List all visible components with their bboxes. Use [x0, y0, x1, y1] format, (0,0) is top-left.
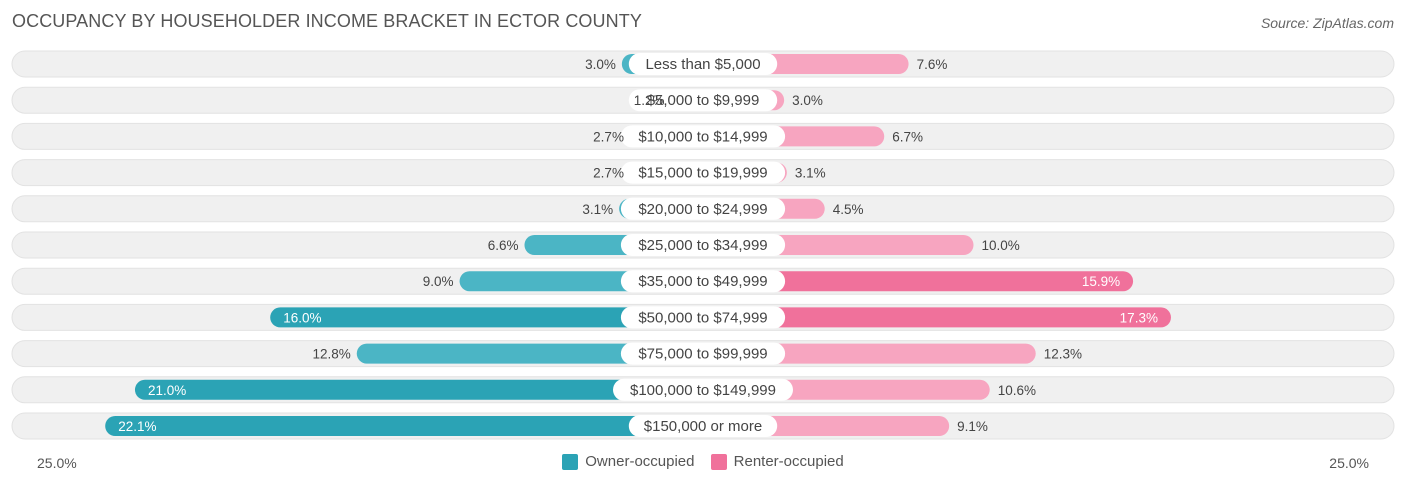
- category-label-bg: [620, 306, 786, 329]
- legend: Owner-occupied Renter-occupied: [0, 453, 1406, 474]
- owner-value-label: 12.8%: [312, 347, 350, 362]
- renter-value-label: 6.7%: [892, 129, 923, 144]
- owner-bar: [356, 343, 703, 364]
- owner-value-label: 21.0%: [148, 383, 186, 398]
- category-label-bg: [620, 270, 786, 293]
- category-label: $150,000 or more: [644, 418, 762, 435]
- category-label: Less than $5,000: [645, 56, 760, 73]
- category-label: $15,000 to $19,999: [638, 165, 767, 182]
- axis-label-left: 25.0%: [37, 455, 77, 471]
- category-label: $75,000 to $99,999: [638, 346, 767, 363]
- renter-bar: [703, 307, 1171, 328]
- diverging-bar-chart: Less than $5,000 3.0% 7.6% $5,000 to $9,999…: [11, 50, 1395, 440]
- category-label: $5,000 to $9,999: [647, 92, 760, 109]
- renter-value-label: 10.6%: [998, 383, 1036, 398]
- category-label: $25,000 to $34,999: [638, 237, 767, 254]
- owner-bar: [105, 416, 703, 436]
- category-label-bg: [613, 378, 793, 401]
- renter-bar: [703, 271, 1134, 292]
- owner-value-label: 9.0%: [423, 274, 454, 289]
- owner-bar: [134, 379, 703, 400]
- category-label-bg: [620, 234, 786, 256]
- owner-value-label: 2.7%: [593, 129, 624, 144]
- axis-label-right: 25.0%: [1329, 455, 1369, 471]
- renter-value-label: 10.0%: [982, 238, 1020, 253]
- renter-value-label: 7.6%: [917, 57, 948, 72]
- category-label-bg: [628, 415, 778, 437]
- owner-value-label: 6.6%: [488, 238, 519, 253]
- owner-bar: [270, 307, 703, 328]
- category-label: $35,000 to $49,999: [638, 273, 767, 290]
- chart-source: Source: ZipAtlas.com: [1260, 15, 1394, 31]
- owner-value-label: 22.1%: [118, 419, 156, 434]
- category-label: $100,000 to $149,999: [630, 382, 776, 399]
- category-label-bg: [620, 125, 786, 148]
- legend-label-renter: Renter-occupied: [733, 453, 844, 470]
- legend-swatch-renter: [710, 453, 727, 470]
- renter-value-label: 12.3%: [1044, 347, 1082, 362]
- chart-title: OCCUPANCY BY HOUSEHOLDER INCOME BRACKET …: [12, 11, 642, 31]
- category-label: $10,000 to $14,999: [638, 128, 767, 145]
- renter-value-label: 3.1%: [795, 166, 826, 181]
- category-label-bg: [620, 342, 786, 365]
- category-label: $20,000 to $24,999: [638, 201, 767, 218]
- category-label-bg: [620, 161, 786, 184]
- legend-item-owner[interactable]: Owner-occupied: [562, 453, 694, 470]
- legend-swatch-owner: [562, 453, 579, 470]
- category-label: $50,000 to $74,999: [638, 309, 767, 326]
- legend-item-renter[interactable]: Renter-occupied: [710, 453, 844, 470]
- owner-value-label: 3.1%: [582, 202, 613, 217]
- category-label-bg: [620, 197, 786, 220]
- renter-value-label: 17.3%: [1120, 310, 1158, 325]
- renter-value-label: 15.9%: [1082, 274, 1120, 289]
- owner-value-label: 2.7%: [593, 166, 624, 181]
- owner-value-label: 3.0%: [585, 57, 616, 72]
- renter-value-label: 9.1%: [957, 419, 988, 434]
- renter-value-label: 3.0%: [792, 93, 823, 108]
- owner-value-label: 1.2%: [634, 93, 665, 108]
- legend-label-owner: Owner-occupied: [585, 453, 695, 470]
- category-label-bg: [628, 53, 778, 75]
- category-label-bg: [628, 89, 778, 112]
- renter-bar: [703, 343, 1036, 364]
- renter-value-label: 4.5%: [833, 202, 864, 217]
- owner-value-label: 16.0%: [283, 310, 321, 325]
